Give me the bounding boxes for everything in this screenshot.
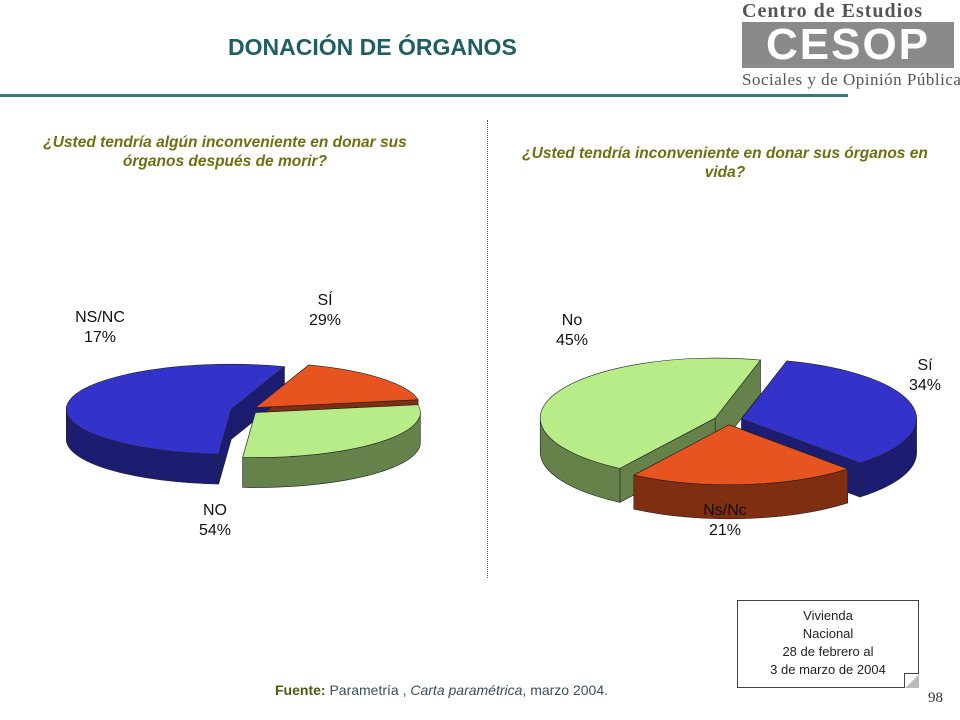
note-line-4: 3 de marzo de 2004 xyxy=(770,662,886,677)
pie2-value-2: 21% xyxy=(709,522,741,539)
pie2-slice-ns-nc xyxy=(632,424,849,486)
pie1-value-1: 29% xyxy=(309,312,341,329)
page-number: 98 xyxy=(928,690,943,706)
pie2-value-1: 34% xyxy=(909,377,941,394)
title-divider xyxy=(0,94,848,97)
chart-2-title: ¿Usted tendría inconveniente en donar su… xyxy=(522,145,928,181)
pie1-value-3: 17% xyxy=(84,329,116,346)
cesop-logo: Centro de Estudios CESOP Sociales y de O… xyxy=(736,0,960,94)
source-publication: Carta paramétrica xyxy=(410,682,523,698)
note-fold xyxy=(904,673,919,688)
source-label: Fuente: xyxy=(275,682,326,698)
pie1-slice-no xyxy=(66,363,286,455)
pie1-label-1: SÍ xyxy=(317,290,333,309)
pie2-label-3: No xyxy=(562,312,583,329)
note-line-3: 28 de febrero al xyxy=(782,644,874,659)
note-line-1: Vivienda xyxy=(803,608,853,623)
page-title: DONACIÓN DE ÓRGANOS xyxy=(228,34,517,60)
pie1-slice-s- xyxy=(242,404,421,458)
pie2-slice-no xyxy=(539,357,762,469)
pie1-value-2: 54% xyxy=(199,522,231,539)
logo-bottom-text: Sociales y de Opinión Pública xyxy=(742,70,960,89)
pie2-label-2: Ns/Nc xyxy=(703,502,747,519)
logo-top-text: Centro de Estudios xyxy=(742,0,923,22)
pie2-slice-s- xyxy=(741,360,917,464)
source-text-3: , marzo 2004. xyxy=(522,682,609,698)
note-line-2: Nacional xyxy=(802,626,854,641)
pie1-label-2: NO xyxy=(203,502,227,519)
source-text-1: Parametría , xyxy=(325,682,411,698)
pie1-label-3: NS/NC xyxy=(75,309,125,326)
survey-note: Vivienda Nacional 28 de febrero al 3 de … xyxy=(737,600,919,688)
logo-mark: CESOP xyxy=(742,22,954,68)
charts-divider xyxy=(487,120,488,578)
pie2-label-1: Sí xyxy=(917,357,933,374)
source-citation: Fuente: Parametría , Carta paramétrica, … xyxy=(275,682,608,698)
chart-1-title: ¿Usted tendría algún inconveniente en do… xyxy=(43,134,407,170)
pie1-slice-ns-nc xyxy=(254,364,419,408)
pie2-value-3: 45% xyxy=(556,332,588,349)
